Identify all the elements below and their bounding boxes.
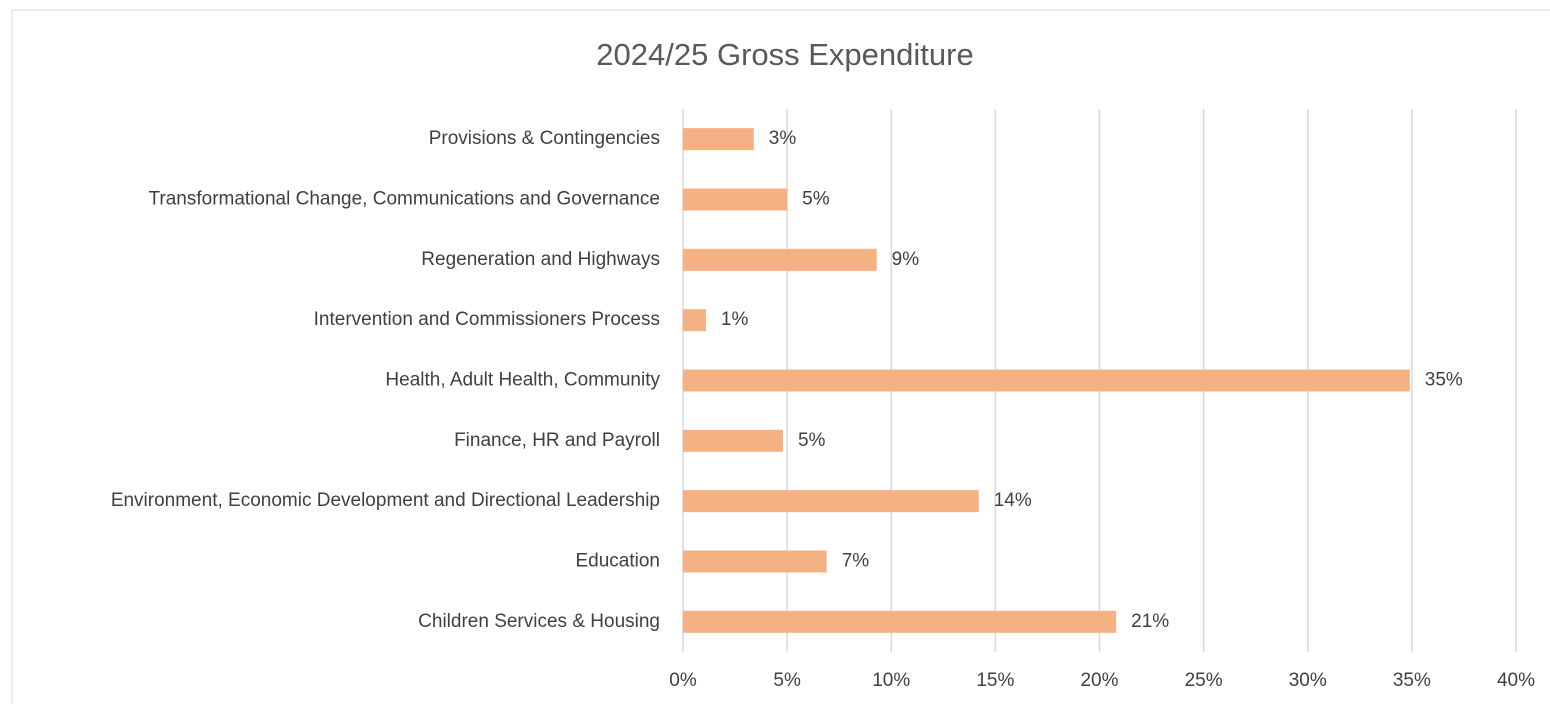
- x-tick-label: 15%: [976, 670, 1014, 691]
- data-label: 14%: [994, 490, 1032, 511]
- data-label: 3%: [769, 128, 797, 149]
- x-tick-label: 35%: [1393, 670, 1431, 691]
- x-tick-label: 20%: [1080, 670, 1118, 691]
- chart-border: [11, 9, 1550, 709]
- y-tick-label: Intervention and Commissioners Process: [314, 309, 660, 330]
- y-tick-label: Education: [575, 551, 660, 572]
- data-label: 7%: [842, 551, 870, 572]
- y-tick-label: Regeneration and Highways: [421, 249, 660, 270]
- y-tick-label: Transformational Change, Communications …: [148, 189, 660, 210]
- y-tick-label: Health, Adult Health, Community: [385, 370, 660, 391]
- data-label: 1%: [721, 309, 749, 330]
- x-tick-label: 5%: [773, 670, 801, 691]
- bar: [683, 188, 788, 211]
- data-label: 5%: [798, 430, 826, 451]
- data-label: 21%: [1131, 611, 1169, 632]
- chart-title: 2024/25 Gross Expenditure: [596, 37, 973, 72]
- y-tick-label: Children Services & Housing: [418, 611, 660, 632]
- data-label: 35%: [1425, 370, 1463, 391]
- x-tick-label: 10%: [872, 670, 910, 691]
- bar: [683, 128, 754, 151]
- bar: [683, 490, 979, 513]
- y-tick-label: Environment, Economic Development and Di…: [111, 490, 660, 511]
- bar: [683, 610, 1117, 633]
- y-tick-label: Provisions & Contingencies: [429, 128, 660, 149]
- data-label: 5%: [802, 189, 830, 210]
- y-tick-label: Finance, HR and Payroll: [454, 430, 660, 451]
- x-tick-label: 30%: [1289, 670, 1327, 691]
- x-tick-label: 40%: [1497, 670, 1535, 691]
- bar: [683, 369, 1410, 392]
- bar: [683, 429, 783, 452]
- bar: [683, 248, 877, 271]
- x-tick-label: 25%: [1185, 670, 1223, 691]
- data-label: 9%: [892, 249, 920, 270]
- bar: [683, 309, 706, 332]
- x-tick-label: 0%: [669, 670, 697, 691]
- bar: [683, 550, 827, 573]
